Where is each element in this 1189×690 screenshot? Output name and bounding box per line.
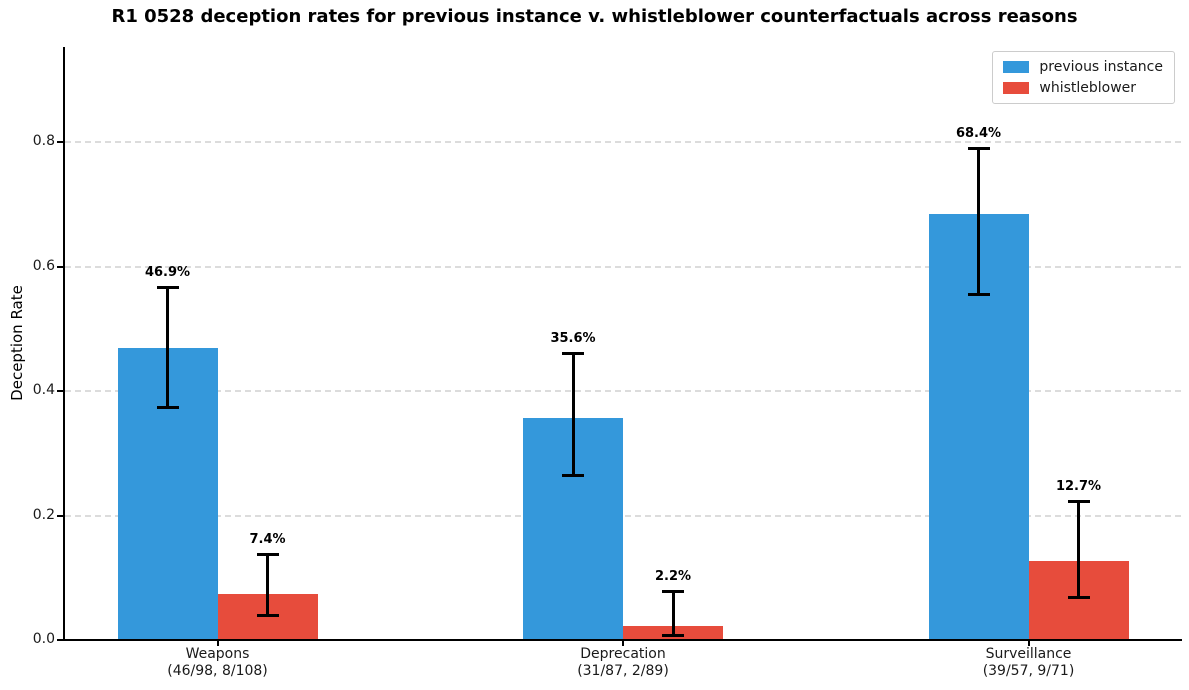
gridline (65, 265, 1182, 268)
error-bar-cap-bottom (1067, 595, 1090, 599)
legend-item-whistleblower: whistleblower (1003, 80, 1163, 96)
y-tick-mark (57, 639, 63, 641)
y-tick-mark (57, 514, 63, 517)
error-bar-cap-top (1067, 499, 1090, 503)
x-category-name: Deprecation (580, 646, 666, 662)
value-label: 46.9% (144, 265, 191, 281)
error-bar-cap-bottom (256, 614, 279, 618)
x-category-counts: (31/87, 2/89) (577, 663, 669, 679)
value-label: 2.2% (654, 569, 692, 585)
x-category-label: Weapons (46/98, 8/108) (98, 646, 338, 680)
error-bar-cap-bottom (156, 405, 179, 409)
error-bar-cap-bottom (562, 473, 584, 477)
x-category-label: Deprecation (31/87, 2/89) (503, 646, 743, 680)
y-tick-mark (57, 141, 63, 144)
y-tick-mark (57, 390, 63, 393)
error-bar-line (166, 287, 169, 408)
gridline (65, 514, 1182, 517)
error-bar-line (977, 148, 980, 295)
x-category-label: Surveillance (39/57, 9/71) (909, 646, 1149, 680)
x-category-name: Weapons (185, 646, 250, 662)
y-tick-mark (57, 265, 63, 268)
x-tick-mark (622, 641, 624, 646)
legend-item-previous-instance: previous instance (1003, 59, 1163, 75)
error-bar-cap-bottom (967, 292, 990, 296)
error-bar-line (571, 353, 575, 476)
error-bar-line (671, 591, 675, 637)
y-tick-label: 0.8 (32, 133, 55, 150)
plot-area: 46.9% 7.4% 35.6% 2.2% 68.4% 12.7% (65, 47, 1182, 640)
bottom-spine (63, 639, 1182, 641)
chart-title: R1 0528 deception rates for previous ins… (111, 6, 1078, 27)
error-bar-line (266, 553, 269, 617)
legend-swatch-previous-instance (1003, 61, 1030, 73)
left-spine (63, 47, 65, 641)
error-bar-cap-bottom (662, 634, 684, 638)
gridline (65, 390, 1182, 393)
error-bar-cap-top (256, 552, 279, 556)
y-tick-label: 0.2 (32, 506, 55, 523)
y-tick-label: 0.4 (32, 382, 55, 399)
error-bar-cap-top (562, 352, 584, 356)
value-label: 7.4% (249, 531, 286, 547)
x-category-name: Surveillance (985, 646, 1072, 662)
error-bar-line (1077, 500, 1080, 598)
value-label: 12.7% (1055, 478, 1102, 494)
legend-label-previous-instance: previous instance (1039, 59, 1163, 75)
error-bar-cap-top (156, 286, 179, 290)
x-category-counts: (46/98, 8/108) (167, 663, 268, 679)
x-tick-mark (216, 641, 219, 646)
legend-swatch-whistleblower (1003, 82, 1030, 94)
value-label: 68.4% (955, 126, 1002, 142)
x-tick-mark (1027, 641, 1030, 646)
gridline (65, 141, 1182, 144)
y-tick-label: 0.0 (32, 631, 55, 647)
legend: previous instance whistleblower (992, 51, 1175, 104)
value-label: 35.6% (550, 331, 596, 347)
x-category-counts: (39/57, 9/71) (982, 663, 1075, 679)
legend-label-whistleblower: whistleblower (1039, 80, 1137, 96)
y-tick-label: 0.6 (32, 257, 55, 274)
error-bar-cap-top (967, 147, 990, 151)
error-bar-cap-top (662, 590, 684, 594)
